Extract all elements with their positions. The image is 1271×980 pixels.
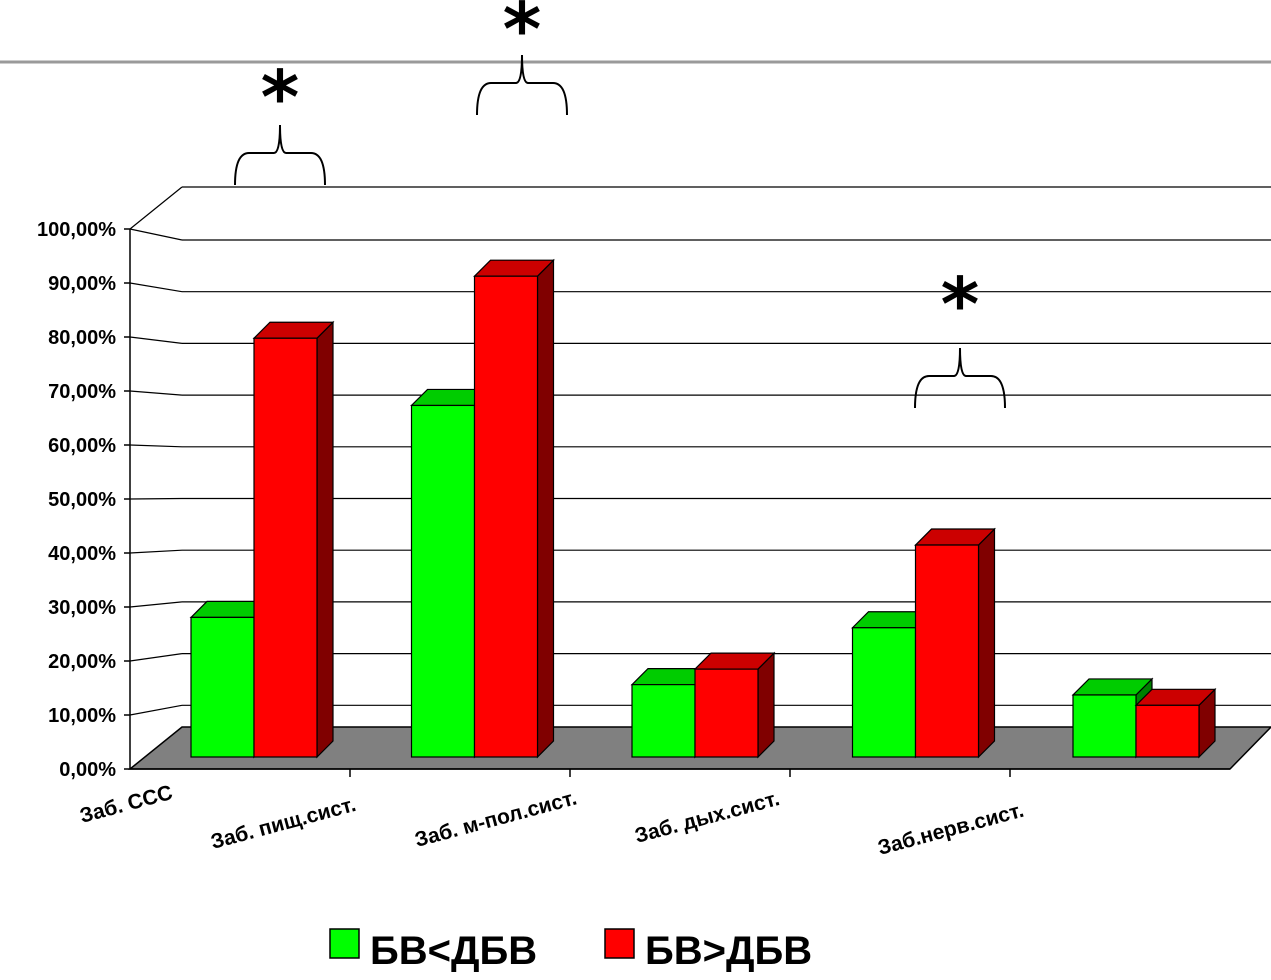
category-label: Заб. м-пол.сист. xyxy=(412,786,579,851)
bar-1-1 xyxy=(473,258,555,759)
significance-star: * xyxy=(503,0,542,73)
y-tick-label: 40,00% xyxy=(48,543,116,565)
significance-star: * xyxy=(941,262,980,348)
bar-front xyxy=(190,616,255,758)
gridline-diagonal xyxy=(129,653,183,662)
category-label: Заб. дых.сист. xyxy=(632,787,782,848)
bar-front xyxy=(914,544,980,758)
bar-front xyxy=(694,668,759,758)
y-tick-label: 100,00% xyxy=(37,219,116,241)
y-tick-label: 0,00% xyxy=(59,759,116,781)
legend-swatch xyxy=(604,928,635,959)
significance-bracket xyxy=(476,54,568,116)
significance-bracket xyxy=(914,347,1006,409)
gridline-diagonal xyxy=(129,282,183,293)
gridline-diagonal xyxy=(129,390,183,396)
gridline-diagonal xyxy=(129,228,183,241)
bar-1-4 xyxy=(1134,687,1217,759)
bar-side xyxy=(757,651,775,759)
y-tick-label: 60,00% xyxy=(48,435,116,457)
legend-label: БВ>ДБВ xyxy=(645,929,812,973)
gridline-diagonal xyxy=(129,704,183,716)
significance-marker: * xyxy=(476,0,568,116)
legend-label: БВ<ДБВ xyxy=(370,929,537,973)
bar-1-0 xyxy=(252,320,335,759)
bar-front xyxy=(1135,704,1200,758)
legend-item: БВ>ДБВ xyxy=(604,928,812,973)
y-tick-label: 50,00% xyxy=(48,489,116,511)
y-tick-label: 90,00% xyxy=(48,273,116,295)
significance-star: * xyxy=(261,55,300,141)
bar-1-3 xyxy=(914,527,996,759)
bar-front xyxy=(1072,694,1137,758)
bar-side xyxy=(536,258,555,759)
bar-front xyxy=(631,684,696,758)
y-tick-label: 80,00% xyxy=(48,327,116,349)
category-label: Заб. пищ.сист. xyxy=(208,793,358,854)
bar-front xyxy=(851,627,917,758)
gridline-diagonal xyxy=(129,497,183,500)
bar-side xyxy=(977,527,996,759)
y-tick-label: 30,00% xyxy=(48,597,116,619)
significance-marker: * xyxy=(914,262,1006,409)
legend-item: БВ<ДБВ xyxy=(329,928,537,973)
significance-marker: * xyxy=(234,55,326,186)
bar-1-2 xyxy=(693,651,776,759)
gridline-diagonal xyxy=(129,336,183,344)
category-label: Заб.нерв.сист. xyxy=(875,799,1026,860)
significance-bracket xyxy=(234,124,326,186)
gridline-diagonal xyxy=(129,186,183,230)
bar-front xyxy=(410,404,476,758)
y-tick-label: 20,00% xyxy=(48,651,116,673)
gridline-diagonal xyxy=(129,601,183,608)
y-tick-label: 70,00% xyxy=(48,381,116,403)
bar-side xyxy=(316,320,334,759)
gridline-diagonal xyxy=(129,444,183,448)
y-tick-label: 10,00% xyxy=(48,705,116,727)
legend-swatch xyxy=(329,928,360,959)
gridline-diagonal xyxy=(129,549,183,554)
bar-front xyxy=(253,337,318,758)
category-label: Заб. ССС xyxy=(77,781,175,828)
bar-front xyxy=(473,275,539,758)
